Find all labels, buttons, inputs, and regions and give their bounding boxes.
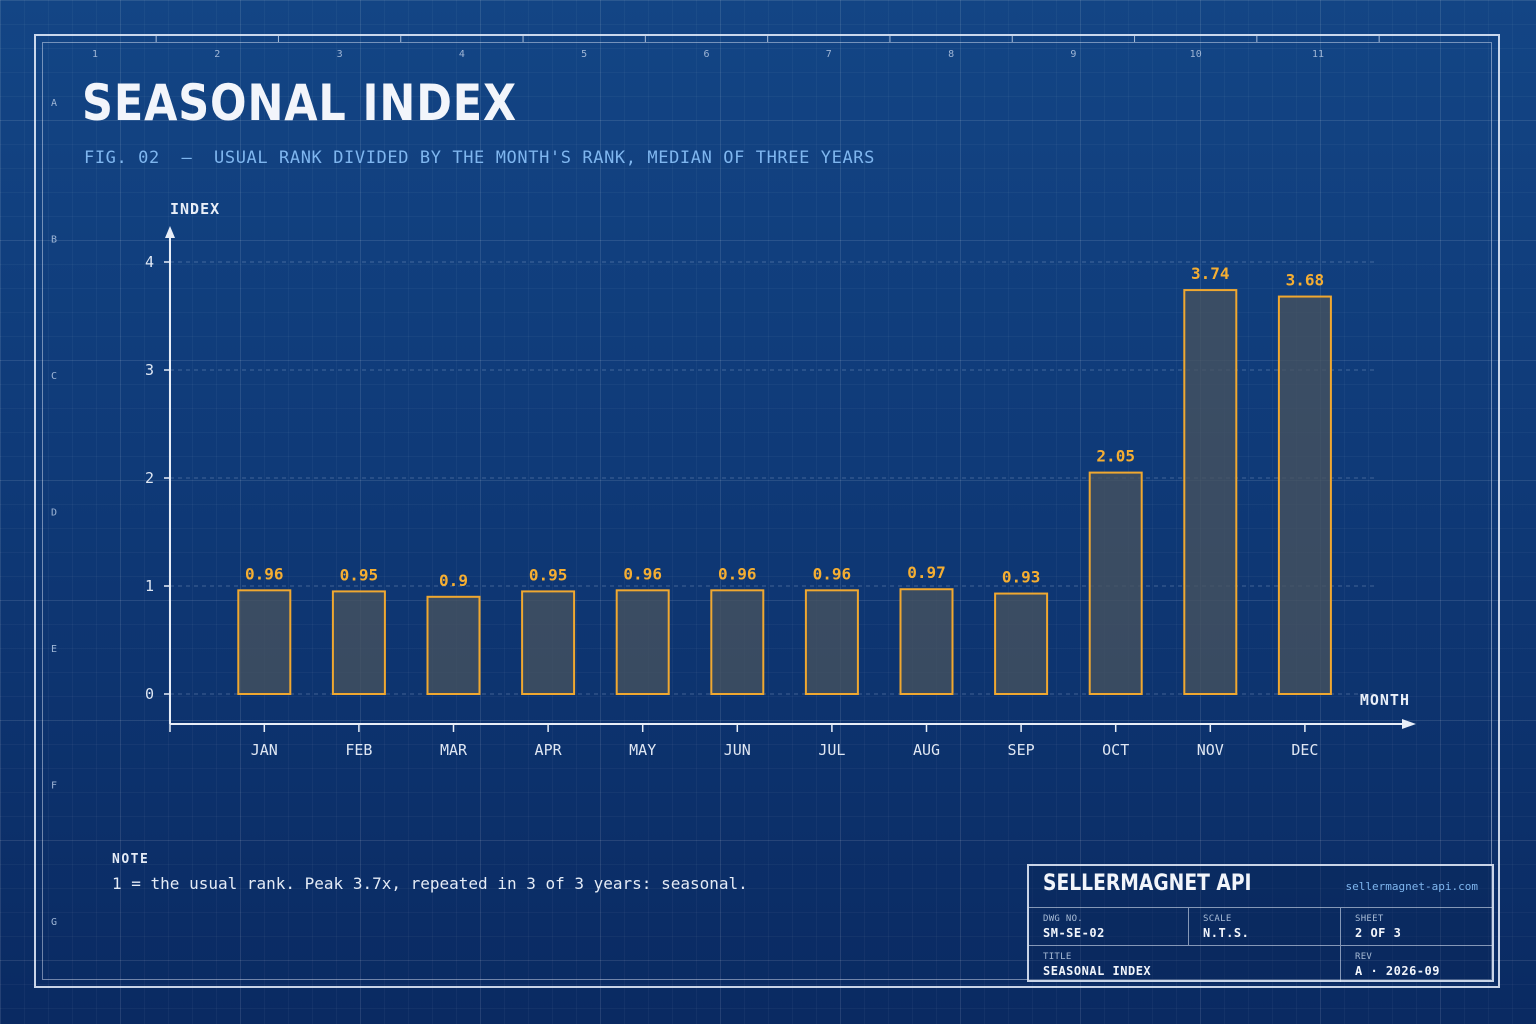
sheet-label: SHEET	[1355, 914, 1384, 924]
frame-column-label: 2	[214, 49, 220, 60]
frame-column-label: 4	[459, 49, 465, 60]
title-block-row-1: DWG NO. SM-SE-02 SCALE N.T.S. SHEET 2 OF…	[1029, 908, 1492, 946]
y-tick-label: 3	[145, 361, 154, 379]
title-cell: TITLE SEASONAL INDEX	[1029, 946, 1340, 982]
bar	[1088, 471, 1143, 695]
drawing-frame-inner	[42, 42, 1492, 980]
x-axis-label: MONTH	[1360, 691, 1410, 709]
frame-row-label: E	[51, 644, 57, 655]
frame-row-label: D	[51, 508, 57, 519]
title-label: TITLE	[1043, 952, 1072, 962]
figure-subtitle: FIG. 02 — USUAL RANK DIVIDED BY THE MONT…	[84, 148, 875, 168]
x-tick-label: OCT	[1102, 741, 1129, 759]
y-tick-label: 1	[145, 577, 154, 595]
company-url: sellermagnet-api.com	[1345, 880, 1478, 893]
x-tick-label: MAR	[440, 741, 468, 759]
bar	[710, 589, 765, 696]
bar	[994, 592, 1049, 695]
title-value: SEASONAL INDEX	[1043, 964, 1152, 978]
bar	[804, 589, 859, 696]
x-tick-label: JUN	[724, 741, 751, 759]
rev-label: REV	[1355, 952, 1373, 962]
x-tick-label: NOV	[1197, 741, 1224, 759]
frame-column-label: 9	[1070, 49, 1076, 60]
sheet-cell: SHEET 2 OF 3	[1340, 908, 1492, 945]
frame-column-label: 10	[1190, 49, 1202, 60]
rev-value: A · 2026-09	[1355, 964, 1440, 978]
y-tick-label: 0	[145, 685, 154, 703]
bar	[331, 590, 386, 696]
scale-value: N.T.S.	[1203, 926, 1250, 940]
bar-value-label: 0.96	[245, 564, 284, 583]
bar-value-label: 3.74	[1191, 264, 1230, 283]
x-axis-arrow	[1402, 719, 1416, 729]
x-tick-label: SEP	[1008, 741, 1035, 759]
title-block-row-2: TITLE SEASONAL INDEX REV A · 2026-09	[1029, 946, 1492, 982]
bar-value-label: 3.68	[1286, 271, 1325, 290]
frame-column-label: 3	[337, 49, 343, 60]
title-block-header: SELLERMAGNET API sellermagnet-api.com	[1029, 866, 1492, 908]
x-tick-label: MAY	[629, 741, 656, 759]
bar-value-label: 0.9	[439, 571, 468, 590]
x-tick-label: APR	[535, 741, 563, 759]
bar	[521, 590, 576, 696]
rev-cell: REV A · 2026-09	[1340, 946, 1492, 982]
x-tick-label: JAN	[251, 741, 278, 759]
dwg-no-cell: DWG NO. SM-SE-02	[1029, 908, 1188, 945]
frame-column-label: 7	[826, 49, 832, 60]
bar	[426, 595, 481, 695]
frame-column-label: 6	[703, 49, 709, 60]
bar-value-label: 0.95	[340, 565, 379, 584]
bar-value-label: 0.96	[623, 564, 662, 583]
bar-value-label: 2.05	[1096, 447, 1135, 466]
x-tick-label: JUL	[818, 741, 845, 759]
y-tick-label: 4	[145, 253, 154, 271]
frame-column-label: 11	[1312, 49, 1324, 60]
y-axis-label: INDEX	[170, 200, 220, 218]
dwg-no-label: DWG NO.	[1043, 914, 1084, 924]
bar	[237, 589, 292, 696]
x-tick-label: AUG	[913, 741, 940, 759]
drawing-frame-outer	[34, 34, 1500, 988]
bar-value-label: 0.96	[813, 564, 852, 583]
bar-value-label: 0.96	[718, 564, 757, 583]
scale-label: SCALE	[1203, 914, 1232, 924]
frame-row-label: C	[51, 371, 57, 382]
sheet-value: 2 OF 3	[1355, 926, 1402, 940]
frame-row-label: G	[51, 917, 57, 928]
bar	[615, 589, 670, 696]
note-label: NOTE	[112, 852, 150, 867]
bar-value-label: 0.97	[907, 563, 946, 582]
bar-value-label: 0.93	[1002, 568, 1041, 587]
frame-column-label: 5	[581, 49, 587, 60]
company-name: SELLERMAGNET API	[1043, 871, 1252, 896]
bar-value-label: 0.95	[529, 565, 568, 584]
frame-row-label: A	[51, 98, 57, 109]
dwg-no-value: SM-SE-02	[1043, 926, 1105, 940]
frame-column-label: 8	[948, 49, 954, 60]
frame-column-label: 1	[92, 49, 98, 60]
note-text: 1 = the usual rank. Peak 3.7x, repeated …	[112, 874, 748, 893]
x-tick-label: DEC	[1291, 741, 1318, 759]
page-title: SEASONAL INDEX	[82, 74, 518, 132]
frame-row-label: F	[51, 781, 57, 792]
frame-row-label: B	[51, 235, 57, 246]
bar	[899, 588, 954, 695]
bar	[1183, 289, 1238, 695]
scale-cell: SCALE N.T.S.	[1188, 908, 1340, 945]
title-block: SELLERMAGNET API sellermagnet-api.com DW…	[1027, 864, 1494, 982]
x-tick-label: FEB	[345, 741, 372, 759]
y-axis-arrow	[165, 226, 175, 238]
bar	[1277, 295, 1332, 695]
y-tick-label: 2	[145, 469, 154, 487]
